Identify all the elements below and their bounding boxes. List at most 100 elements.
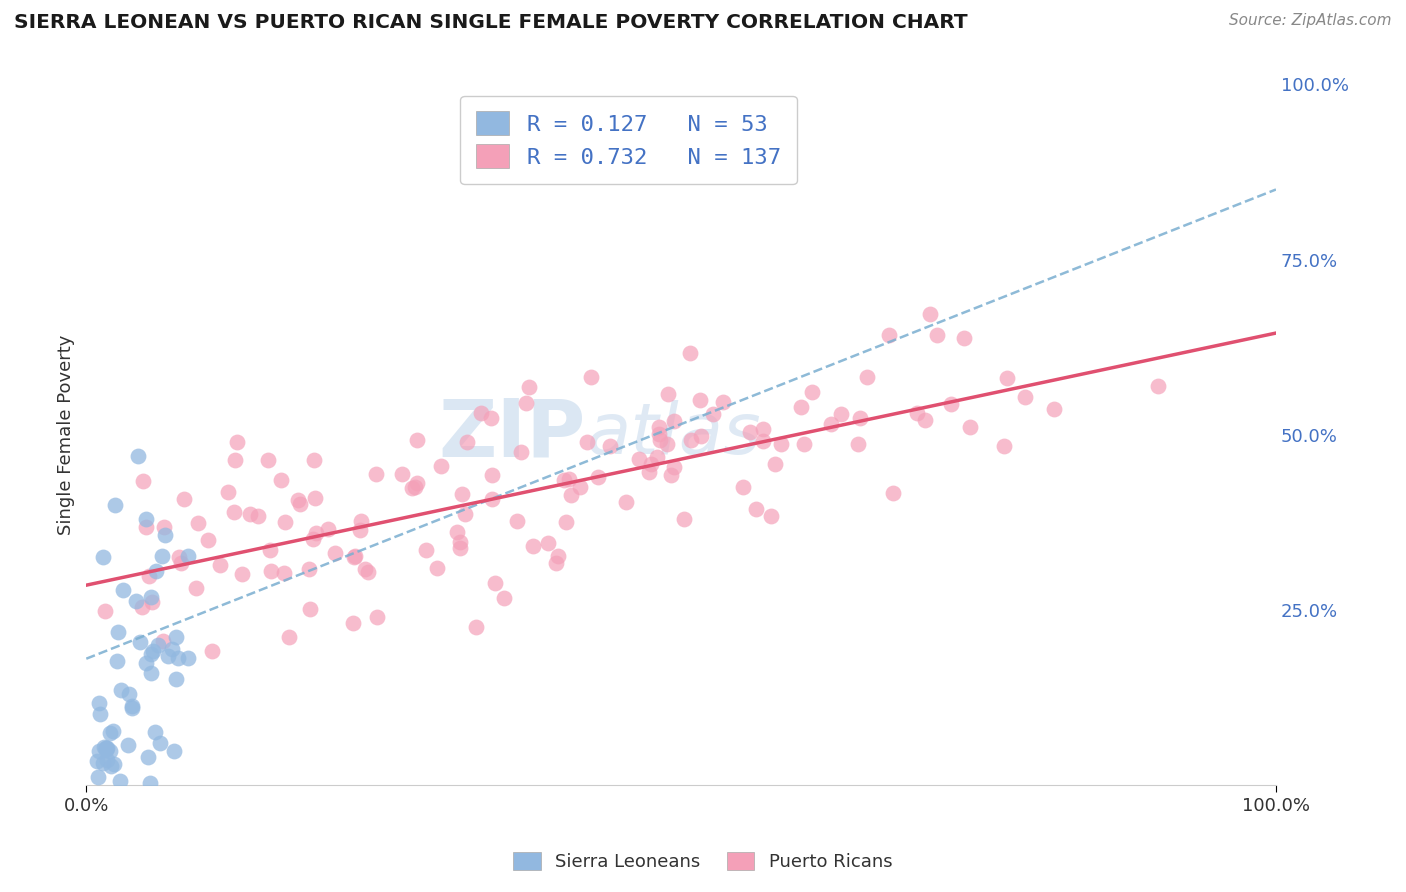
Point [599,439,621,453]
Point [165,672,187,686]
Point [401,481,423,495]
Point [96,741,118,756]
Point [568,480,591,494]
Point [153,520,176,534]
Point [104,498,127,512]
Point [679,433,702,447]
Point [169,549,191,564]
Point [959,419,981,434]
Point [450,486,472,500]
Point [247,508,270,523]
Point [121,701,143,715]
Point [146,638,169,652]
Point [366,610,388,624]
Point [679,345,702,359]
Point [135,656,157,670]
Point [918,307,941,321]
Point [201,644,224,658]
Point [470,406,492,420]
Point [546,556,568,570]
Point [484,576,506,591]
Legend: R = 0.127   N = 53, R = 0.732   N = 137: R = 0.127 N = 53, R = 0.732 N = 137 [460,95,797,184]
Point [302,453,325,467]
Point [128,634,150,648]
Text: atlas: atlas [586,401,761,469]
Point [287,493,309,508]
Point [905,406,928,420]
Point [343,549,366,564]
Point [509,445,531,459]
Point [449,535,471,549]
Point [226,434,249,449]
Point [494,591,516,605]
Point [366,467,388,481]
Point [353,562,375,576]
Point [637,465,659,479]
Point [790,400,813,414]
Point [454,507,477,521]
Point [177,650,200,665]
Point [139,665,162,680]
Point [995,371,1018,385]
Point [86,754,108,768]
Point [136,749,159,764]
Point [657,387,679,401]
Point [519,379,541,393]
Point [94,741,117,756]
Point [187,516,209,531]
Point [446,525,468,540]
Point [260,564,283,578]
Point [121,699,143,714]
Point [157,648,180,663]
Point [557,472,579,486]
Point [89,706,111,721]
Point [713,395,735,409]
Point [103,756,125,771]
Point [672,511,695,525]
Point [689,429,711,443]
Point [100,759,122,773]
Point [304,491,326,505]
Text: SIERRA LEONEAN VS PUERTO RICAN SINGLE FEMALE POVERTY CORRELATION CHART: SIERRA LEONEAN VS PUERTO RICAN SINGLE FE… [14,13,967,32]
Point [752,422,775,436]
Point [316,522,339,536]
Point [953,331,976,345]
Point [849,410,872,425]
Point [138,569,160,583]
Point [224,453,246,467]
Point [554,515,576,529]
Point [86,770,108,784]
Point [141,644,163,658]
Point [586,469,609,483]
Point [94,741,117,756]
Point [150,549,173,564]
Point [259,543,281,558]
Point [141,595,163,609]
Point [628,451,651,466]
Point [323,546,346,560]
Point [107,625,129,640]
Point [357,565,380,579]
Point [848,437,870,451]
Point [135,511,157,525]
Point [1043,402,1066,417]
Point [173,491,195,506]
Point [1147,379,1170,393]
Point [98,726,121,740]
Point [406,433,429,447]
Legend: Sierra Leoneans, Puerto Ricans: Sierra Leoneans, Puerto Ricans [506,845,900,879]
Point [830,407,852,421]
Point [298,602,321,616]
Point [404,479,426,493]
Point [793,437,815,451]
Point [770,437,793,451]
Point [131,599,153,614]
Point [763,457,786,471]
Point [759,508,782,523]
Point [127,449,149,463]
Point [273,566,295,581]
Point [1014,390,1036,404]
Point [481,468,503,483]
Text: ZIP: ZIP [439,395,586,474]
Point [302,533,325,547]
